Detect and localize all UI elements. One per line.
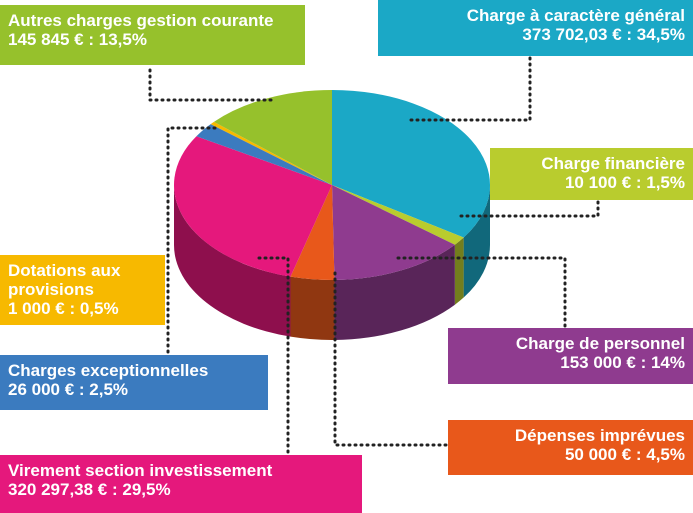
leader-line xyxy=(408,56,532,122)
slice xyxy=(290,185,335,281)
label-box: Charge financière 10 100 € : 1,5% xyxy=(490,148,693,200)
label-box: Charge à caractère général 373 702,03 € :… xyxy=(378,0,693,56)
label-box: Dépenses imprévues 50 000 € : 4,5% xyxy=(448,420,693,475)
slice-side xyxy=(334,244,455,340)
slice xyxy=(210,121,332,185)
label-box: Virement section investissement 320 297,3… xyxy=(0,455,362,513)
slice-side xyxy=(454,237,464,305)
slice xyxy=(332,185,464,245)
value-label: 50 000 € : 4,5% xyxy=(564,445,685,464)
leader-line xyxy=(148,68,277,102)
value-label: 145 845 € : 13,5% xyxy=(8,30,147,49)
value-label: 26 000 € : 2,5% xyxy=(8,380,129,399)
slice-side xyxy=(174,185,291,337)
leader-line xyxy=(166,126,217,354)
slice-sides xyxy=(174,185,490,340)
label-box: Dotations aux provisions 1 000 € : 0,5% xyxy=(0,255,165,325)
value-label: 153 000 € : 14% xyxy=(560,353,685,372)
value-label: 320 297,38 € : 29,5% xyxy=(8,480,171,499)
leader-line xyxy=(393,256,567,328)
slice xyxy=(332,185,455,280)
slice-side xyxy=(290,276,335,340)
leader-line xyxy=(333,268,448,447)
slice xyxy=(174,136,332,277)
slices xyxy=(174,90,491,340)
slice xyxy=(196,124,332,185)
label-box: Charges exceptionnelles 26 000 € : 2,5% xyxy=(0,355,268,410)
category-label: Virement section investissement xyxy=(8,461,273,480)
slice xyxy=(332,90,491,238)
category-label: Charge à caractère général xyxy=(466,6,685,25)
leader-line xyxy=(253,256,290,454)
category-label: Autres charges gestion courante xyxy=(8,11,274,30)
leader-line xyxy=(458,200,600,218)
slice xyxy=(213,90,332,185)
category-label: Charge de personnel xyxy=(515,334,685,353)
label-box: Autres charges gestion courante 145 845 … xyxy=(0,5,305,65)
leaders xyxy=(148,56,600,454)
label-box: Charge de personnel 153 000 € : 14% xyxy=(448,328,693,384)
category-label: Dépenses imprévues xyxy=(514,426,685,445)
category-label: Dotations aux provisions xyxy=(8,261,121,299)
category-label: Charge financière xyxy=(541,154,685,173)
value-label: 1 000 € : 0,5% xyxy=(8,299,119,318)
value-label: 373 702,03 € : 34,5% xyxy=(522,25,685,44)
value-label: 10 100 € : 1,5% xyxy=(564,173,685,192)
category-label: Charges exceptionnelles xyxy=(8,361,209,380)
slice-side xyxy=(463,185,490,298)
slice-tops xyxy=(174,90,491,281)
